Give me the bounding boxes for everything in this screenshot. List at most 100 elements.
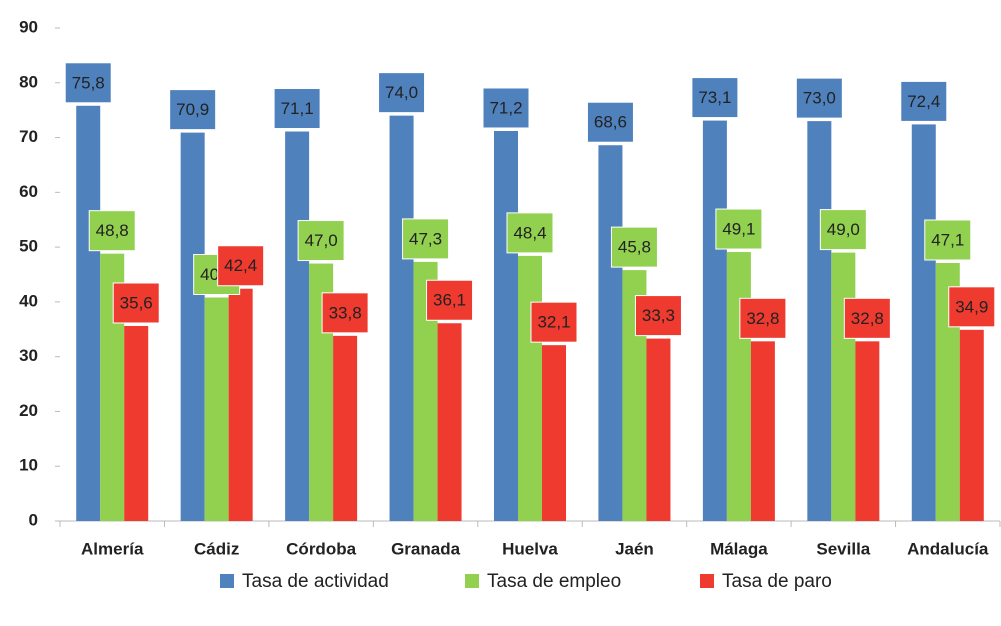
value-label-box	[426, 279, 474, 321]
value-label-box	[321, 292, 369, 334]
bar	[750, 341, 775, 521]
value-label: 32,8	[746, 309, 779, 328]
value-label: 49,0	[827, 220, 860, 239]
value-label-box	[530, 301, 578, 343]
x-tick-label: Granada	[391, 539, 461, 558]
value-label-box	[402, 218, 450, 260]
bar	[542, 345, 566, 521]
value-label-box	[378, 72, 426, 114]
value-label: 73,1	[698, 88, 731, 107]
bar	[855, 341, 880, 521]
y-tick-label: 20	[19, 401, 38, 420]
y-tick-label: 50	[19, 237, 38, 256]
value-label: 35,6	[120, 293, 153, 312]
value-label-box	[64, 62, 112, 104]
y-tick-label: 30	[19, 346, 38, 365]
value-label: 68,6	[594, 113, 627, 132]
value-label-box	[217, 245, 265, 287]
value-label-box	[88, 210, 136, 252]
value-label: 71,1	[281, 99, 314, 118]
bar	[807, 121, 832, 521]
value-label: 73,0	[803, 89, 836, 108]
value-label: 48,8	[96, 221, 129, 240]
bar	[180, 132, 205, 521]
bar	[518, 255, 542, 521]
value-label: 32,8	[851, 309, 884, 328]
value-label-box	[843, 297, 891, 339]
x-tick-label: Córdoba	[286, 539, 356, 558]
y-tick-label: 0	[29, 510, 38, 529]
value-label-box	[112, 282, 160, 324]
value-label: 70,9	[176, 100, 209, 119]
x-tick-label: Sevilla	[816, 539, 870, 558]
bar	[598, 145, 623, 522]
bar	[228, 288, 253, 521]
value-label: 71,2	[489, 98, 522, 117]
value-label: 47,0	[305, 231, 338, 250]
value-label: 47,1	[931, 230, 964, 249]
value-label-box	[273, 88, 321, 130]
bar	[726, 252, 751, 521]
legend-swatch	[465, 574, 479, 588]
value-label: 49,1	[722, 220, 755, 239]
value-label-box	[482, 87, 530, 129]
x-tick-label: Málaga	[710, 539, 768, 558]
bar	[389, 115, 414, 522]
x-tick-label: Almería	[81, 539, 144, 558]
value-label-box	[297, 220, 345, 262]
y-tick-label: 10	[19, 456, 38, 475]
value-label: 34,9	[955, 297, 988, 316]
legend-label: Tasa de paro	[722, 571, 832, 592]
value-label: 32,1	[537, 313, 570, 332]
value-label: 75,8	[72, 73, 105, 92]
value-label: 47,3	[409, 229, 442, 248]
value-label-box	[739, 297, 787, 339]
value-label-box	[506, 212, 554, 254]
x-tick-label: Cádiz	[194, 539, 239, 558]
y-tick-label: 70	[19, 127, 38, 146]
bar	[911, 124, 936, 522]
bar	[494, 130, 518, 521]
value-label: 33,3	[642, 306, 675, 325]
value-label-box	[819, 209, 867, 251]
legend-swatch	[220, 574, 234, 588]
value-label-box	[795, 77, 843, 119]
value-label-box	[715, 208, 763, 250]
value-label: 45,8	[618, 238, 651, 257]
value-label-box	[634, 295, 682, 337]
bar	[831, 252, 856, 522]
value-label: 36,1	[433, 291, 466, 310]
value-label: 74,0	[385, 83, 418, 102]
legend-label: Tasa de empleo	[487, 571, 621, 592]
value-label: 42,4	[224, 256, 257, 275]
value-label-box	[948, 286, 996, 328]
value-label-box	[586, 101, 634, 143]
value-label: 72,4	[907, 92, 940, 111]
y-tick-label: 90	[19, 17, 38, 36]
bar	[646, 338, 671, 521]
legend-swatch	[700, 574, 714, 588]
x-tick-label: Andalucía	[907, 539, 989, 558]
bar	[285, 131, 310, 521]
value-label-box	[169, 89, 217, 131]
bar	[437, 323, 462, 521]
bar	[204, 297, 229, 521]
value-label-box	[610, 226, 658, 268]
value-label-box	[900, 80, 948, 122]
x-tick-label: Huelva	[502, 539, 558, 558]
y-tick-label: 40	[19, 291, 38, 310]
bar	[76, 105, 101, 521]
bar	[959, 329, 984, 521]
value-label-box	[924, 219, 972, 261]
y-tick-label: 60	[19, 182, 38, 201]
x-tick-label: Jaén	[615, 539, 654, 558]
value-label: 48,4	[513, 223, 546, 242]
y-tick-label: 80	[19, 72, 38, 91]
legend-label: Tasa de actividad	[242, 571, 389, 592]
bar	[333, 335, 358, 521]
bar	[702, 120, 727, 521]
value-label: 33,8	[329, 303, 362, 322]
value-label-box	[691, 77, 739, 119]
bar	[124, 325, 149, 521]
